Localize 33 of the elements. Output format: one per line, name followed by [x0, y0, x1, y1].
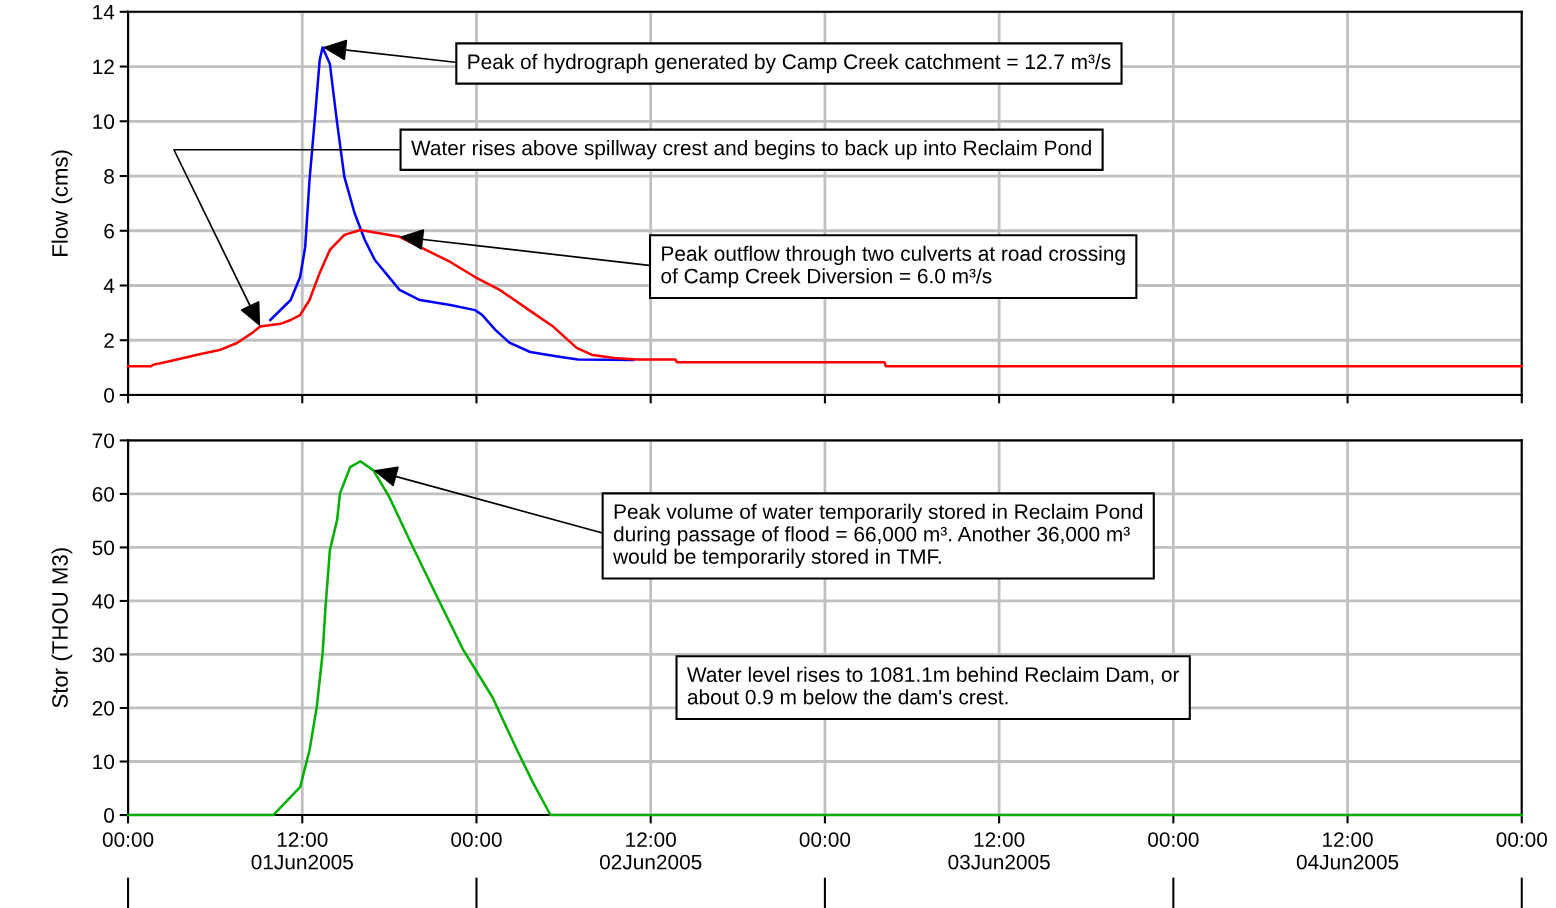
x-tick-label: 00:00: [799, 832, 851, 847]
y-tick-label: 50: [92, 540, 115, 556]
y-tick-label: 12: [93, 59, 114, 75]
annotation: Water rises above spillway crest and begins to back up into Reclaim Pond: [411, 140, 1091, 160]
x-tick-label: 00:00: [1496, 832, 1548, 847]
y-tick-label: 0: [104, 387, 115, 403]
x-tick-label: 00:00: [1148, 832, 1199, 847]
y-tick-label: 70: [92, 433, 115, 449]
y-tick-label: 10: [93, 754, 115, 770]
annotation: Peak of hydrograph generated by Camp Creek catchment = 12.7 m³/s: [468, 53, 1111, 74]
annotation: Water level rises to 1081.1m behind Reclaim Dam, or about 0.9 m below the dam's crest.: [687, 666, 1180, 705]
line-series: [126, 228, 1524, 368]
y-tick-label: 30: [92, 647, 115, 663]
y-tick-label: 0: [104, 808, 115, 823]
x-tick-label: 12:00 02Jun2005: [599, 832, 702, 870]
y-tick-label: 10: [93, 114, 115, 130]
y-tick-label: 4: [103, 278, 115, 294]
x-tick-label: 12:00 01Jun2005: [251, 832, 353, 870]
x-tick-label: 00:00: [102, 832, 154, 847]
y-tick-label: 40: [92, 593, 115, 609]
annotation: Peak volume of water temporarily stored in Reclaim Pond during passage of flood = 66,000 m³. Another 36,000 m³ would be temporarily stored in TMF.: [613, 503, 1143, 569]
y-tick-label: 6: [104, 223, 114, 239]
x-tick-label: 00:00: [451, 832, 502, 847]
y-tick-label: 2: [104, 333, 114, 348]
y-axis-title: Flow (cms): [51, 150, 73, 256]
y-tick-label: 8: [104, 169, 114, 184]
y-tick-label: 60: [92, 486, 115, 502]
x-tick-label: 12:00 04Jun2005: [1296, 832, 1399, 870]
y-axis-title: Stor (THOU M3): [51, 548, 73, 708]
annotation: Peak outflow through two culverts at road crossing of Camp Creek Diversion = 6.0 m³/s: [661, 245, 1125, 288]
y-tick-label: 20: [92, 700, 115, 716]
y-tick-label: 14: [93, 5, 115, 20]
x-tick-label: 12:00 03Jun2005: [948, 832, 1050, 870]
